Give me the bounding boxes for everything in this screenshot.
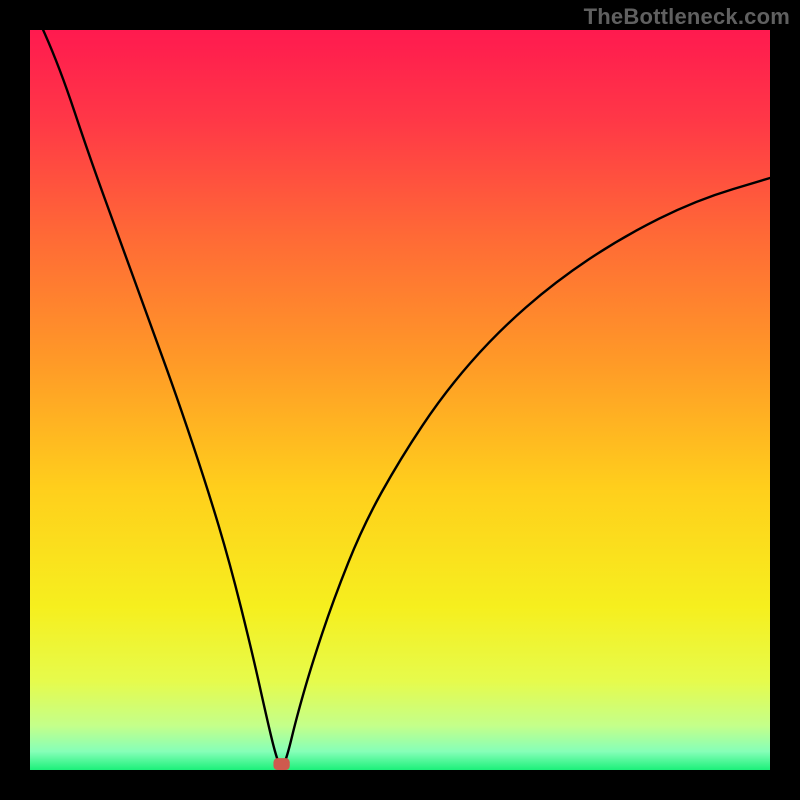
- chart-frame: TheBottleneck.com: [0, 0, 800, 800]
- plot-background: [30, 30, 770, 770]
- optimal-point-marker: [273, 758, 289, 770]
- plot-area: [30, 30, 770, 770]
- plot-svg: [30, 30, 770, 770]
- watermark-text: TheBottleneck.com: [584, 4, 790, 30]
